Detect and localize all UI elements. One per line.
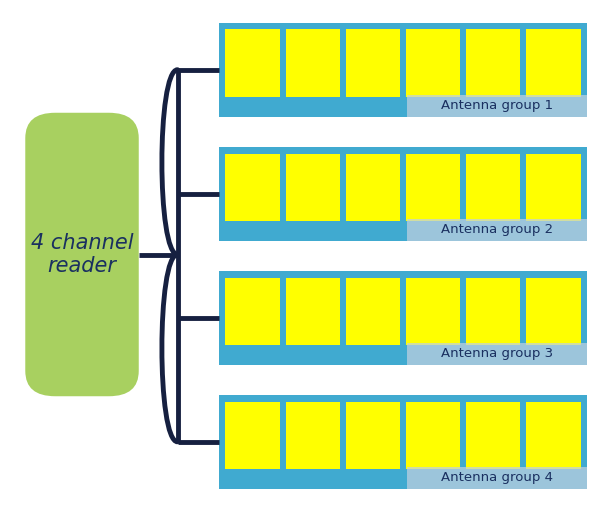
FancyBboxPatch shape [346,154,400,221]
FancyBboxPatch shape [346,30,400,97]
FancyBboxPatch shape [406,402,460,469]
FancyBboxPatch shape [407,95,587,117]
FancyBboxPatch shape [25,113,139,396]
FancyBboxPatch shape [346,402,400,469]
FancyBboxPatch shape [466,402,520,469]
FancyBboxPatch shape [526,154,581,221]
FancyBboxPatch shape [286,30,340,97]
FancyBboxPatch shape [220,147,587,241]
FancyBboxPatch shape [226,30,280,97]
Text: Antenna group 2: Antenna group 2 [441,223,553,237]
FancyBboxPatch shape [466,30,520,97]
FancyBboxPatch shape [407,219,587,241]
FancyBboxPatch shape [406,277,460,346]
FancyBboxPatch shape [220,271,587,364]
FancyBboxPatch shape [526,402,581,469]
FancyBboxPatch shape [407,344,587,364]
FancyBboxPatch shape [286,402,340,469]
FancyBboxPatch shape [406,30,460,97]
FancyBboxPatch shape [286,154,340,221]
FancyBboxPatch shape [526,277,581,346]
FancyBboxPatch shape [286,277,340,346]
FancyBboxPatch shape [466,154,520,221]
Text: Antenna group 4: Antenna group 4 [441,471,553,485]
FancyBboxPatch shape [466,277,520,346]
FancyBboxPatch shape [226,277,280,346]
Text: 4 channel
reader: 4 channel reader [31,233,133,276]
FancyBboxPatch shape [226,402,280,469]
FancyBboxPatch shape [406,154,460,221]
FancyBboxPatch shape [526,30,581,97]
FancyBboxPatch shape [220,395,587,489]
FancyBboxPatch shape [407,467,587,489]
FancyBboxPatch shape [346,277,400,346]
FancyBboxPatch shape [220,23,587,117]
Text: Antenna group 3: Antenna group 3 [441,348,553,360]
Text: Antenna group 1: Antenna group 1 [441,99,553,112]
FancyBboxPatch shape [226,154,280,221]
